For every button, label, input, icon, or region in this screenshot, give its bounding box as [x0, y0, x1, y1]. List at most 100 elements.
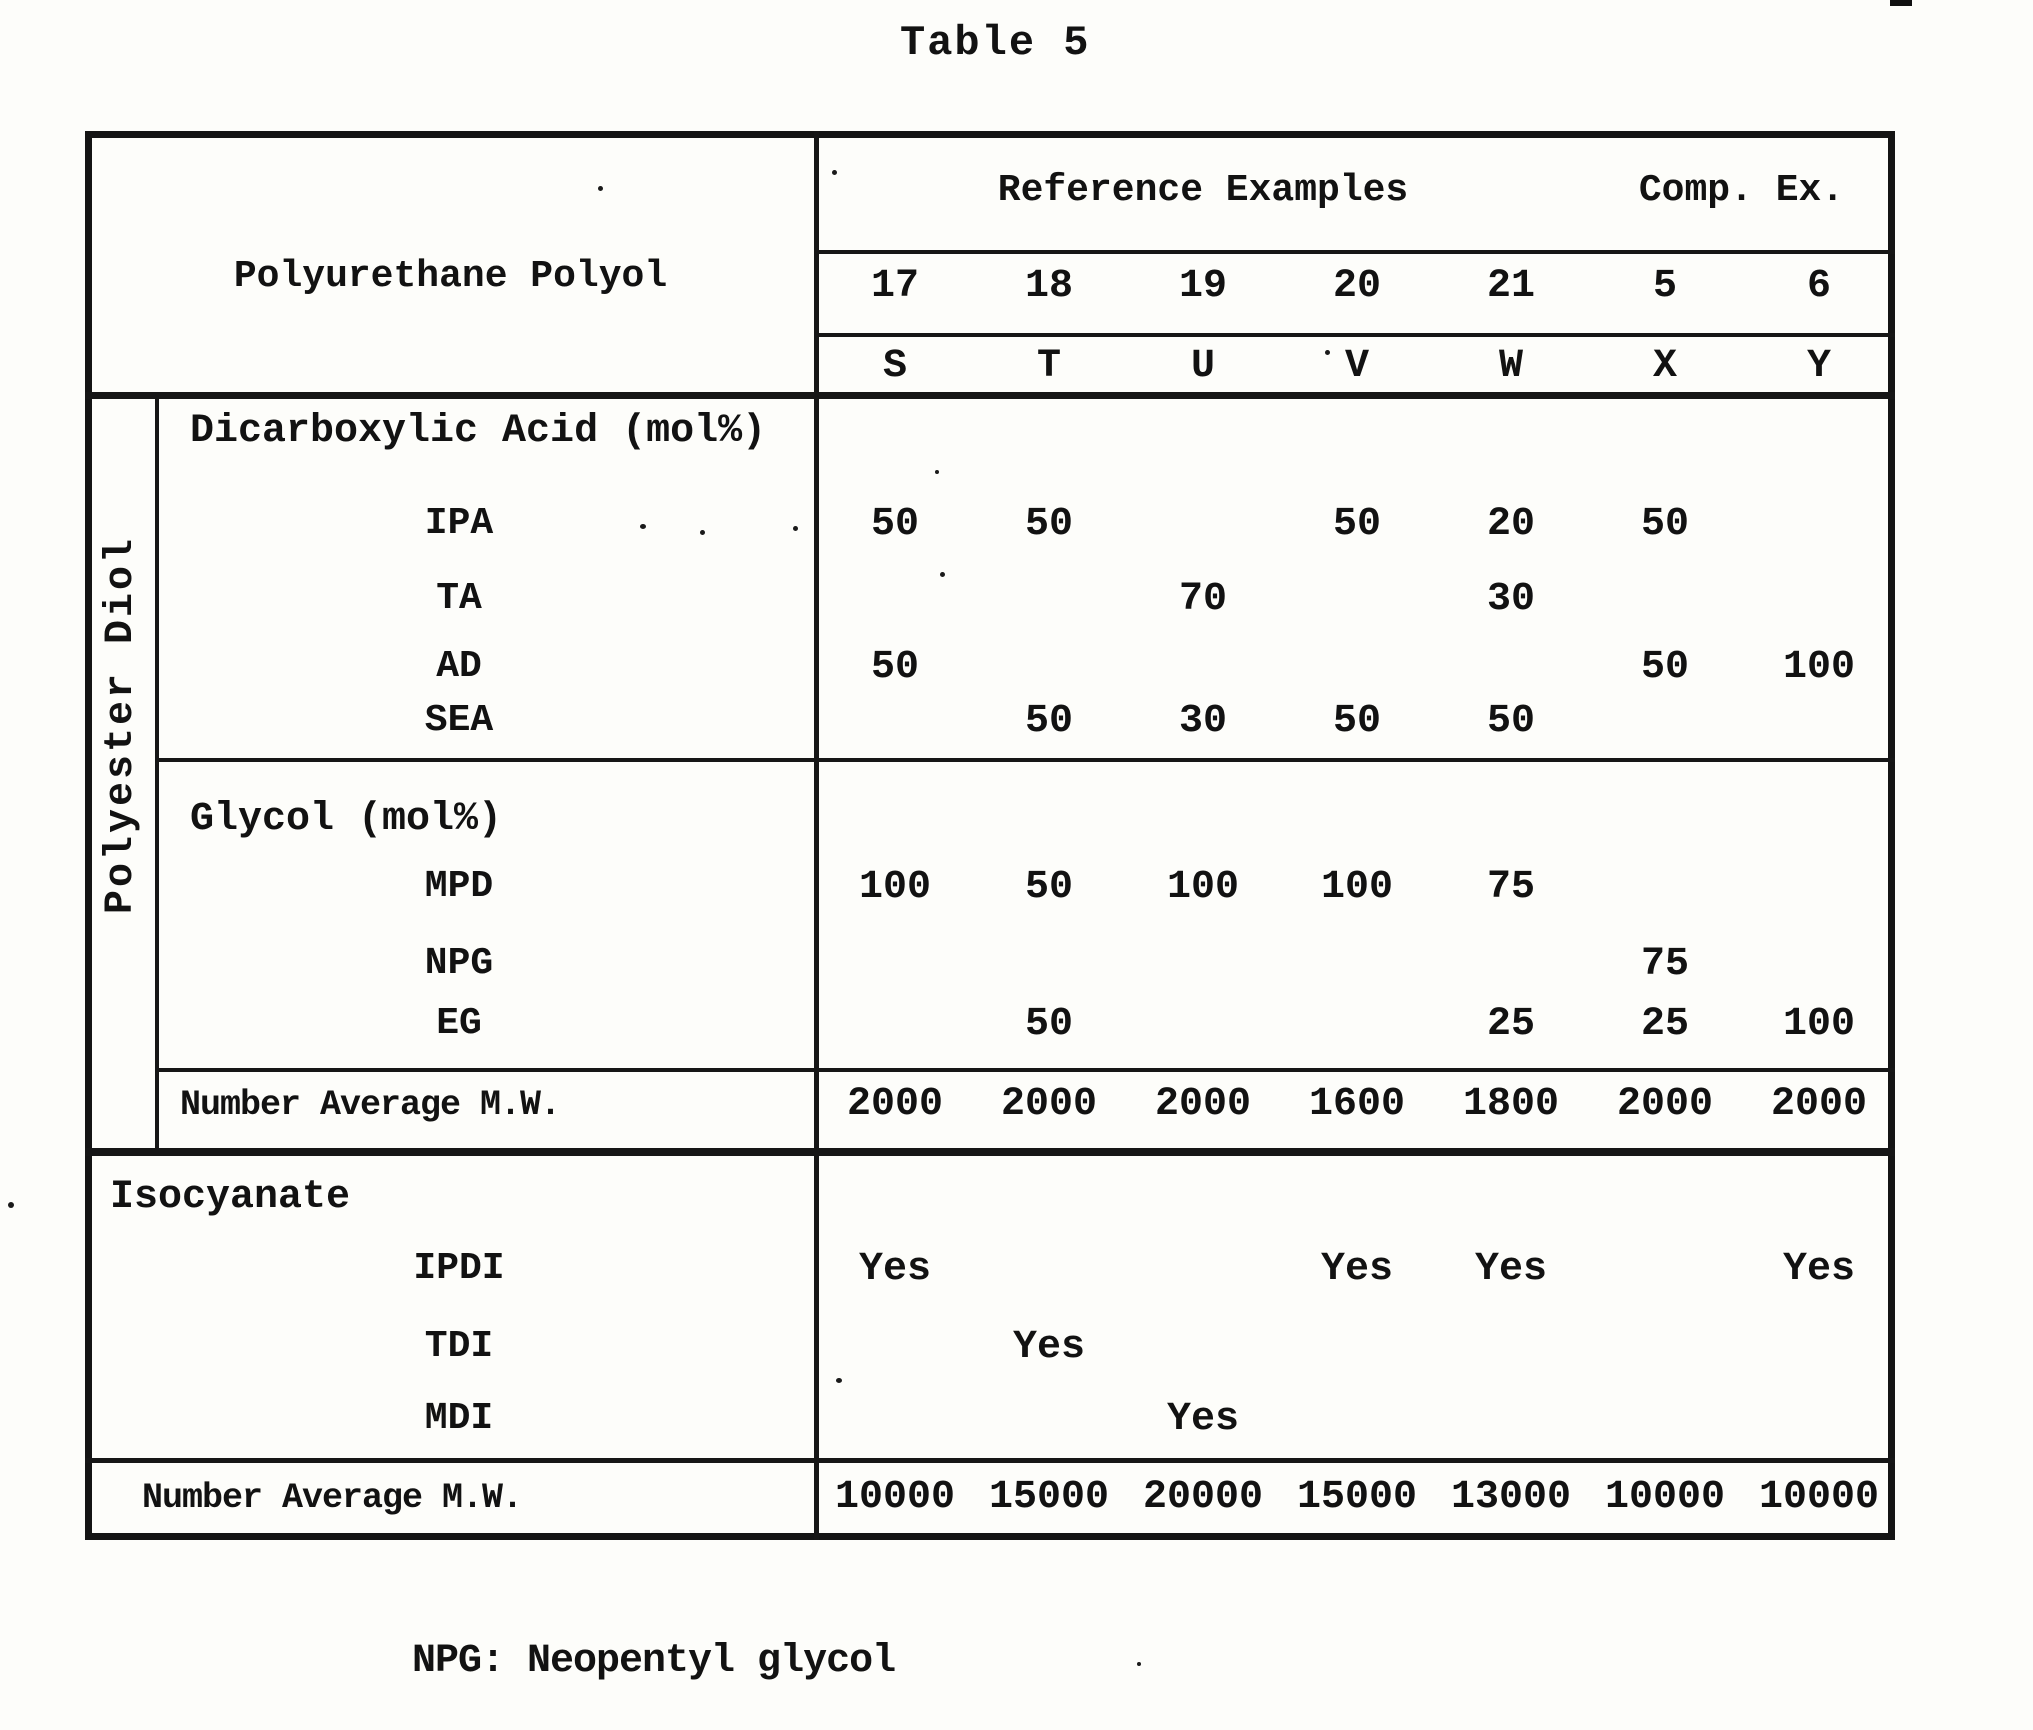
cell-Number-Average-M-W--Y: 10000	[1758, 1475, 1880, 1520]
section-label-dicarboxylic-acid: Dicarboxylic Acid (mol%)	[190, 409, 767, 454]
header-sample-letter-Y: Y	[1806, 344, 1831, 389]
scan-artifact	[1890, 0, 1912, 6]
cell-Number-Average-M-W--U: 2000	[1154, 1082, 1251, 1127]
section-label-glycol: Glycol (mol%)	[190, 797, 503, 842]
cell-IPA-V: 50	[1332, 502, 1381, 547]
row-label-TDI: TDI	[424, 1325, 494, 1368]
cell-Number-Average-M-W--S: 10000	[834, 1475, 956, 1520]
isocyanate-mw-divider	[85, 1458, 1895, 1463]
cell-EG-T: 50	[1024, 1002, 1073, 1047]
cell-Number-Average-M-W--V: 1600	[1308, 1082, 1405, 1127]
cell-Number-Average-M-W--Y: 2000	[1770, 1082, 1867, 1127]
header-sample-letter-V: V	[1344, 344, 1369, 389]
dicarboxylic-glycol-divider	[157, 758, 1895, 762]
main-column-divider	[814, 131, 819, 1540]
cell-IPDI-Y: Yes	[1782, 1247, 1855, 1292]
cell-IPDI-V: Yes	[1320, 1247, 1393, 1292]
cell-IPA-S: 50	[870, 502, 919, 547]
cell-TA-U: 70	[1178, 577, 1227, 622]
row-label-Number-Average-M-W-: Number Average M.W.	[142, 1478, 523, 1518]
polyester-strip-divider	[155, 395, 159, 1148]
scan-artifact	[8, 1202, 14, 1208]
cell-Number-Average-M-W--X: 2000	[1616, 1082, 1713, 1127]
cell-MPD-V: 100	[1320, 865, 1393, 910]
row-label-MDI: MDI	[424, 1397, 494, 1440]
row-label-SEA: SEA	[424, 699, 494, 742]
header-sample-letter-T: T	[1036, 344, 1061, 389]
header-example-number-18: 18	[1024, 264, 1073, 309]
cell-NPG-X: 75	[1640, 942, 1689, 987]
cell-EG-X: 25	[1640, 1002, 1689, 1047]
cell-Number-Average-M-W--W: 1800	[1462, 1082, 1559, 1127]
cell-SEA-W: 50	[1486, 699, 1535, 744]
cell-Number-Average-M-W--S: 2000	[846, 1082, 943, 1127]
cell-AD-Y: 100	[1782, 645, 1855, 690]
scan-artifact	[935, 470, 939, 474]
header-example-number-17: 17	[870, 264, 919, 309]
cell-IPDI-W: Yes	[1474, 1247, 1547, 1292]
header-bottom-line	[85, 392, 1895, 399]
row-label-NPG: NPG	[424, 942, 494, 985]
scan-artifact	[598, 186, 603, 191]
scan-artifact	[832, 170, 837, 175]
scan-artifact	[1137, 1662, 1141, 1666]
header-line-1	[818, 250, 1895, 254]
cell-IPDI-S: Yes	[858, 1247, 931, 1292]
cell-SEA-U: 30	[1178, 699, 1227, 744]
cell-IPA-X: 50	[1640, 502, 1689, 547]
cell-Number-Average-M-W--W: 13000	[1450, 1475, 1572, 1520]
cell-Number-Average-M-W--U: 20000	[1142, 1475, 1264, 1520]
corner-label-polyurethane-polyol: Polyurethane Polyol	[233, 255, 668, 298]
cell-MPD-U: 100	[1166, 865, 1239, 910]
scan-artifact	[700, 530, 705, 535]
header-sample-letter-X: X	[1652, 344, 1677, 389]
table-title: Table 5	[900, 19, 1091, 67]
scan-artifact	[940, 572, 945, 577]
row-label-EG: EG	[436, 1002, 482, 1045]
cell-Number-Average-M-W--T: 2000	[1000, 1082, 1097, 1127]
header-comp-ex: Comp. Ex.	[1638, 169, 1845, 212]
row-label-AD: AD	[436, 645, 482, 688]
cell-Number-Average-M-W--T: 15000	[988, 1475, 1110, 1520]
cell-MPD-S: 100	[858, 865, 931, 910]
cell-EG-W: 25	[1486, 1002, 1535, 1047]
cell-TDI-T: Yes	[1012, 1325, 1085, 1370]
header-sample-letter-S: S	[882, 344, 907, 389]
cell-Number-Average-M-W--V: 15000	[1296, 1475, 1418, 1520]
cell-Number-Average-M-W--X: 10000	[1604, 1475, 1726, 1520]
row-label-TA: TA	[436, 577, 482, 620]
cell-EG-Y: 100	[1782, 1002, 1855, 1047]
scan-artifact	[1325, 350, 1330, 355]
cell-IPA-T: 50	[1024, 502, 1073, 547]
header-reference-examples: Reference Examples	[997, 169, 1409, 212]
header-example-number-6: 6	[1806, 264, 1831, 309]
row-label-MPD: MPD	[424, 865, 494, 908]
cell-MDI-U: Yes	[1166, 1397, 1239, 1442]
table-border	[85, 131, 1895, 1540]
cell-MPD-W: 75	[1486, 865, 1535, 910]
cell-SEA-V: 50	[1332, 699, 1381, 744]
footnote-npg: NPG: Neopentyl glycol	[412, 1639, 896, 1684]
header-line-2	[818, 333, 1895, 337]
scan-artifact	[793, 526, 798, 531]
cell-AD-X: 50	[1640, 645, 1689, 690]
header-sample-letter-W: W	[1498, 344, 1523, 389]
row-label-IPDI: IPDI	[413, 1247, 505, 1290]
header-example-number-21: 21	[1486, 264, 1535, 309]
row-label-Number-Average-M-W-: Number Average M.W.	[180, 1085, 561, 1125]
header-example-number-5: 5	[1652, 264, 1677, 309]
section-label-isocyanate: Isocyanate	[110, 1175, 351, 1220]
cell-MPD-T: 50	[1024, 865, 1073, 910]
scan-artifact	[640, 524, 646, 529]
polyol-isocyanate-divider	[85, 1148, 1895, 1156]
row-label-IPA: IPA	[424, 502, 494, 545]
cell-AD-S: 50	[870, 645, 919, 690]
glycol-mw-divider	[157, 1068, 1895, 1072]
header-example-number-20: 20	[1332, 264, 1381, 309]
scan-artifact	[836, 1378, 842, 1383]
header-sample-letter-U: U	[1190, 344, 1215, 389]
cell-SEA-T: 50	[1024, 699, 1073, 744]
cell-IPA-W: 20	[1486, 502, 1535, 547]
